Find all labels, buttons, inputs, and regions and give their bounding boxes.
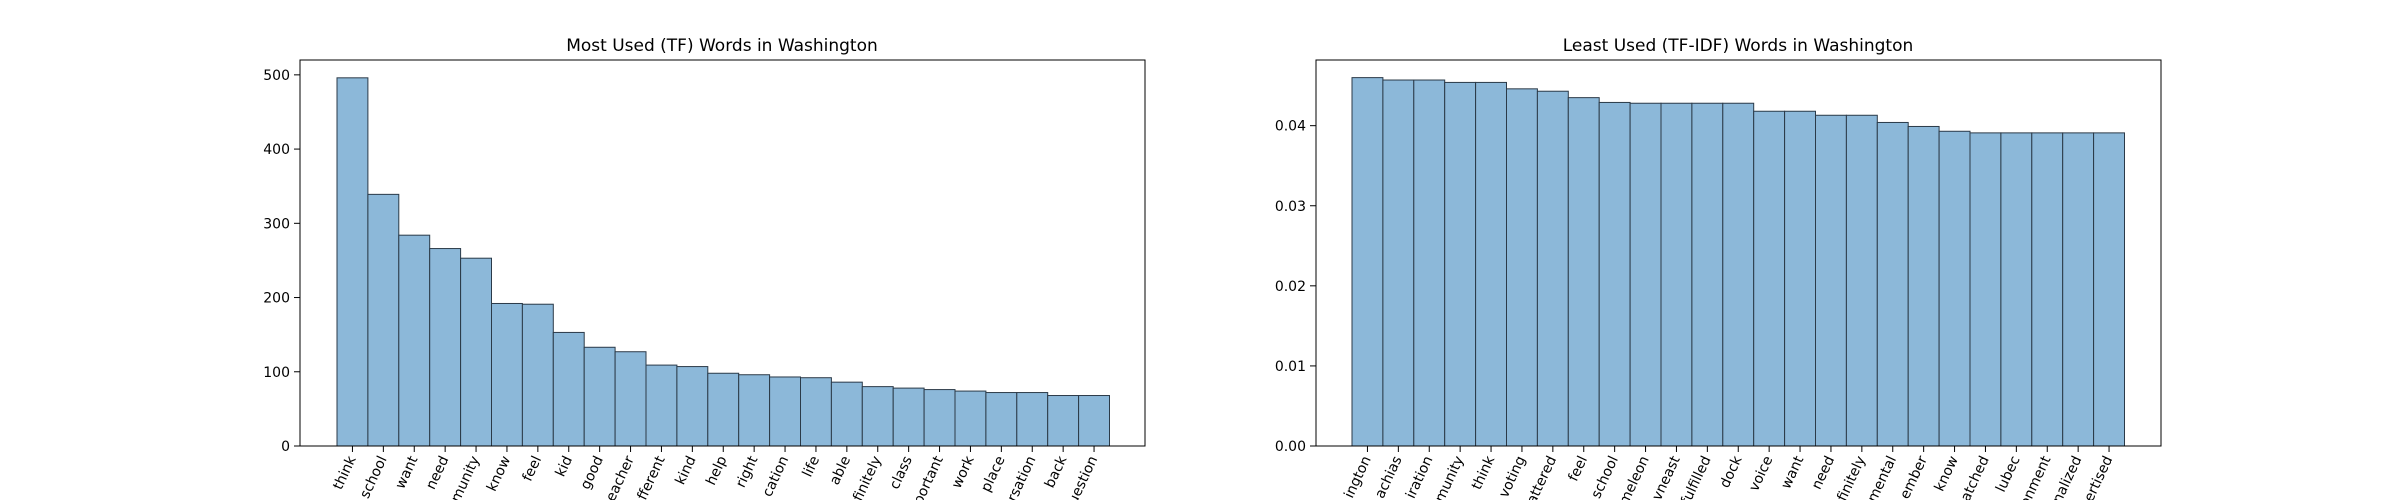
bar-different <box>645 364 678 447</box>
bar-back <box>1047 395 1080 447</box>
y-tick-label: 400 <box>263 142 290 158</box>
bar-right <box>738 374 771 447</box>
bar-want <box>1784 110 1816 447</box>
bar-help <box>707 372 740 447</box>
chart-least-used-tfidf: Least Used (TF-IDF) Words in Washington … <box>1275 36 2162 500</box>
bar-downeast <box>1660 102 1693 447</box>
bar-want <box>398 234 431 447</box>
plot-frame <box>299 59 1146 447</box>
bar-life <box>800 377 832 447</box>
bar-important <box>923 389 956 447</box>
y-axis: 0 100 200 300 400 500 <box>263 68 300 455</box>
bar-environment <box>2031 132 2064 447</box>
y-tick-label: 0.01 <box>1275 359 1306 375</box>
y-tick-label: 100 <box>263 365 290 381</box>
bar-group <box>336 77 1110 447</box>
bar-education <box>769 376 801 447</box>
bar-work <box>954 390 987 447</box>
bar-scattered <box>1536 90 1569 447</box>
bar-school <box>1598 101 1631 447</box>
bar-need <box>1815 114 1847 447</box>
bar-washington <box>1351 77 1384 447</box>
bar-school <box>367 193 400 447</box>
bar-voice <box>1753 110 1786 447</box>
bar-need <box>429 248 462 447</box>
chart-title: Least Used (TF-IDF) Words in Washington <box>1563 36 1914 56</box>
bar-community <box>460 257 493 447</box>
bar-teacher <box>614 351 647 447</box>
y-tick-label: 0.04 <box>1275 119 1306 135</box>
bar-kind <box>676 366 709 447</box>
bar-definitely <box>1845 114 1878 447</box>
bar-advertised <box>2093 132 2126 447</box>
bar-think <box>336 77 369 447</box>
bar-think <box>1475 81 1507 447</box>
bar-good <box>583 346 616 447</box>
bar-unfulfilled <box>1691 102 1724 447</box>
bar-dock <box>1722 102 1755 447</box>
y-tick-label: 0 <box>281 439 290 455</box>
y-tick-label: 0.02 <box>1275 279 1306 295</box>
y-tick-label: 0.03 <box>1275 199 1306 215</box>
bar-class <box>892 387 925 447</box>
bar-remember <box>1907 125 1940 447</box>
bar-hatched <box>1969 132 2002 447</box>
bar-know <box>491 302 523 447</box>
bar-aspiration <box>1413 79 1446 447</box>
bar-definitely <box>861 386 894 447</box>
bar-feel <box>521 303 554 447</box>
bar-kid <box>552 331 585 447</box>
y-tick-label: 200 <box>263 291 290 307</box>
bar-able <box>830 381 863 447</box>
bar-fundamental <box>1876 121 1909 447</box>
bar-voting <box>1506 88 1538 447</box>
bar-feel <box>1567 97 1600 447</box>
plot-frame <box>1315 59 2162 447</box>
bar-lubec <box>2000 132 2033 447</box>
bar-place <box>985 392 1018 447</box>
y-tick-label: 0.00 <box>1275 439 1306 455</box>
bar-group <box>1351 77 2126 447</box>
chart-title: Most Used (TF) Words in Washington <box>566 36 878 56</box>
y-tick-label: 300 <box>263 216 290 232</box>
y-tick-label: 500 <box>263 68 290 84</box>
bar-chameleon <box>1629 102 1662 447</box>
y-axis: 0.00 0.01 0.02 0.03 0.04 <box>1275 119 1316 455</box>
bar-know <box>1938 130 1971 447</box>
bar-community <box>1444 81 1477 447</box>
bar-conversation <box>1016 392 1049 447</box>
bar-normalized <box>2062 132 2095 447</box>
bar-question <box>1078 395 1110 447</box>
bar-machias <box>1382 79 1415 447</box>
